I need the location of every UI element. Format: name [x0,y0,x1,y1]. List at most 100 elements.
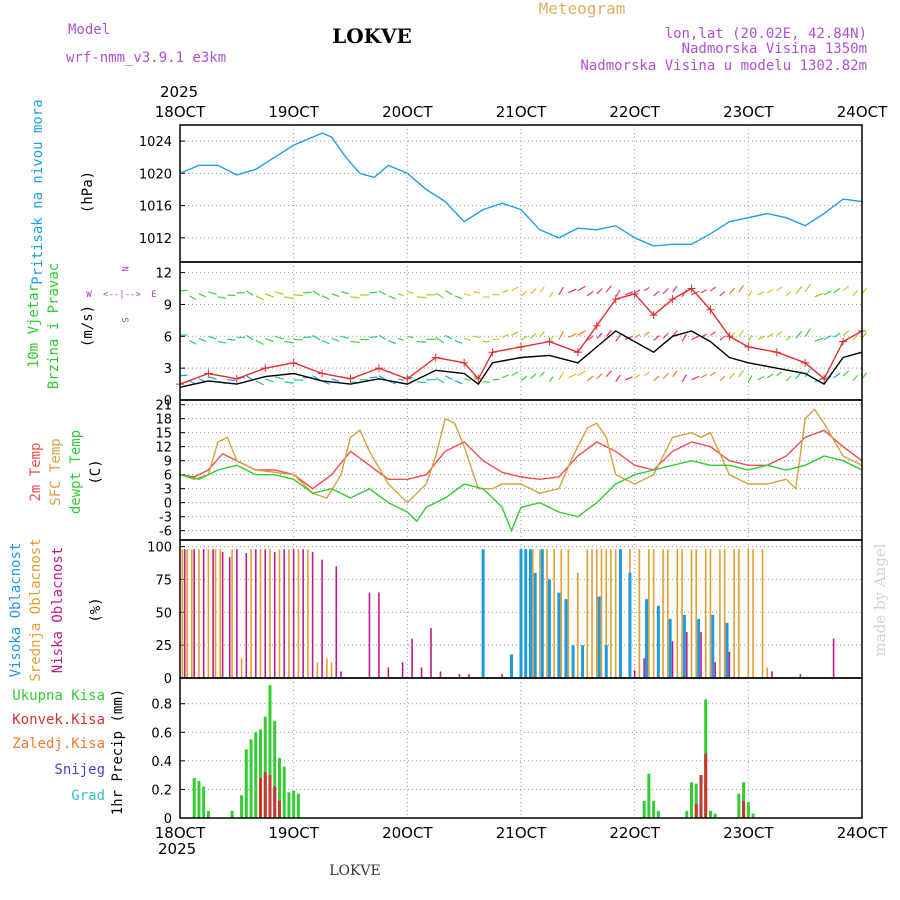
series-line-dewpt-temp [179,455,863,533]
wind-arrow [539,331,545,337]
wind-title-line1: 10m Vjetar [26,284,42,368]
y-tick-label: 100 [147,541,172,556]
wind-arrow [208,376,217,380]
wind-arrow [435,336,445,344]
gust-marker [261,364,270,373]
wind-arrow [397,337,404,341]
precip-bar [708,810,712,818]
gust-marker [403,374,412,383]
wind-arrow [340,291,349,295]
gust-marker [687,284,696,293]
precip-bar [263,716,267,818]
wind-arrow [245,334,254,341]
series-line-2m-temp [179,429,863,490]
y-tick-label: 0.8 [151,698,172,713]
wind-arrow [245,290,254,296]
wind-arrow [605,329,612,337]
wind-arrow [653,290,660,297]
precip-bar [694,803,698,818]
dewpt-temp-label: dewpt Temp [68,430,84,514]
wind-arrow [511,331,519,336]
wind-arrow [662,372,669,380]
precip-bar [652,800,656,818]
gust-marker [517,342,525,351]
wind-arrow [605,370,612,378]
y-tick-label: 12 [155,441,172,456]
wind-arrow [369,376,378,379]
wind-arrow [738,285,745,293]
precip-bar [197,780,201,818]
y-tick-label: 12 [155,267,172,282]
precip-bar [296,793,300,818]
wind-arrow [728,372,736,380]
wind-arrow [833,332,841,338]
precip-bar [268,685,272,818]
wind-arrow [548,335,554,342]
wind-arrow [227,338,236,341]
wind-arrow [265,378,274,383]
wind-arrow [454,380,463,385]
compass-north: N [119,266,129,271]
y-tick-label: 50 [155,606,172,621]
wind-arrow [785,290,792,297]
wind-arrow [586,290,594,297]
precip-bar [282,766,286,818]
gust-marker [630,289,639,298]
gust-marker [649,311,658,320]
wind-arrow [369,291,378,294]
wind-arrow [814,292,824,298]
wind-arrow [568,332,577,338]
wind-arrow [842,285,850,292]
wind-arrow [785,375,792,382]
wind-arrow [558,331,564,340]
gust-marker [431,353,440,362]
series-line-brzina [179,330,863,388]
coords-label: lon,lat (20.02E, 42.84N) [665,26,867,42]
wind-arrow [747,290,753,298]
wind-arrow [208,291,217,295]
wind-arrow [501,334,509,338]
gust-marker [474,374,483,383]
wind-arrow [227,379,236,382]
wind-arrow [312,334,321,341]
wind-arrow [577,370,586,377]
wind-arrow [284,381,294,384]
wind-arrow [511,286,519,292]
wind-arrow [530,332,537,339]
top-date-6: 24OCT [837,103,888,121]
wind-arrow [852,290,859,297]
precip-bar [751,813,755,818]
pressure-unit: (hPa) [80,171,96,213]
wind-arrow [757,335,765,340]
cloud-high-label: Visoka Oblacnost [8,543,24,678]
wind-arrow [766,333,774,338]
wind-arrow [331,337,340,342]
model-label: Model [68,22,110,38]
y-tick-label: 0 [164,812,172,827]
wind-arrow [833,372,841,379]
precip-bar [259,729,263,818]
top-date-3: 21OCT [496,103,547,121]
y-tick-label: 15 [155,427,172,442]
header: Model wrf-nmm_v3.9.1 e3km LOKVE Meteogra… [66,0,889,879]
gust-marker [611,295,620,304]
wind-arrow [719,335,726,341]
y-tick-label: 0.2 [151,783,172,798]
bottom-date-2: 20OCT [382,824,433,842]
legend-snow: Snijeg [54,762,105,778]
wind-arrow [501,289,509,294]
gust-marker [318,369,327,378]
gust-marker [573,348,582,357]
precip-bar [230,810,234,818]
wind-arrow [596,373,603,380]
precip-bar [273,720,277,818]
y-tick-label: 3 [164,483,172,498]
wind-arrow [596,332,603,339]
wind-arrow [520,375,528,382]
meteogram-subtitle: Meteogram [539,0,626,18]
wind-arrow [179,374,188,377]
top-date-1: 19OCT [268,103,319,121]
y-tick-label: 0 [164,394,172,409]
wind-arrow [444,290,453,296]
y-tick-label: 1012 [139,232,172,247]
